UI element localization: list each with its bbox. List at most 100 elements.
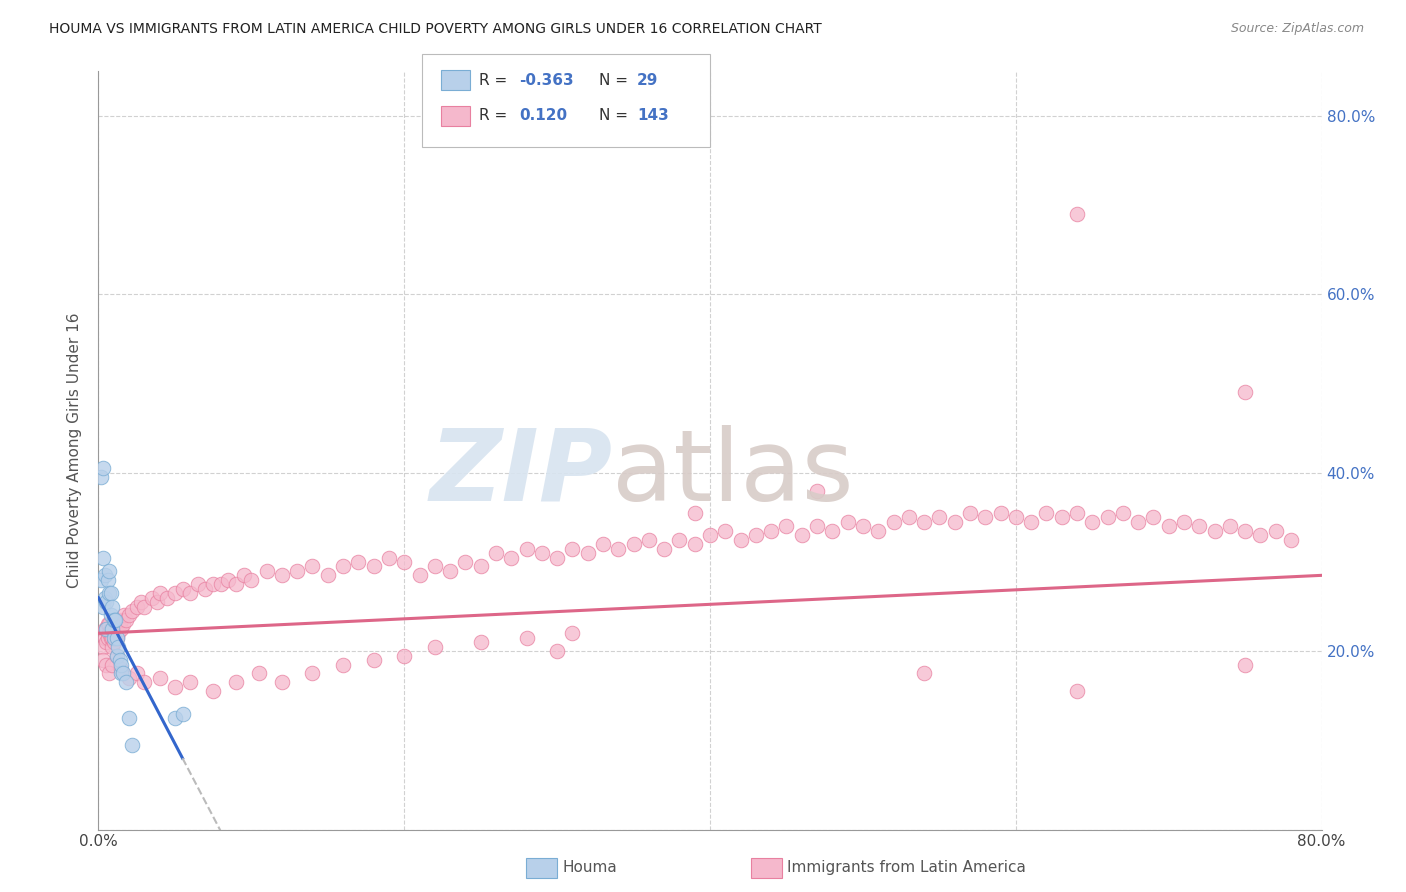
Point (1234, 524, 1257, 538)
Point (163, 711, 186, 725)
Point (105, 631, 128, 645)
Point (129, 595, 152, 609)
Point (134, 599, 156, 614)
Point (806, 519, 828, 533)
Point (1234, 385, 1257, 400)
Point (1234, 657, 1257, 672)
Point (101, 631, 124, 645)
Point (745, 528, 768, 542)
Point (103, 626, 125, 640)
Point (637, 533, 661, 547)
Point (125, 666, 148, 681)
Point (1157, 519, 1180, 533)
Point (1112, 506, 1135, 520)
Point (821, 524, 844, 538)
Point (285, 564, 308, 578)
Point (546, 644, 568, 658)
Point (111, 617, 134, 632)
Point (974, 510, 997, 524)
Point (194, 582, 217, 596)
Point (897, 510, 920, 524)
Point (423, 640, 446, 654)
Point (699, 528, 721, 542)
Point (516, 631, 538, 645)
Point (392, 648, 416, 663)
Point (668, 533, 690, 547)
Point (91, 550, 114, 565)
Point (90, 573, 112, 587)
Point (439, 564, 461, 578)
Text: HOUMA VS IMMIGRANTS FROM LATIN AMERICA CHILD POVERTY AMONG GIRLS UNDER 16 CORREL: HOUMA VS IMMIGRANTS FROM LATIN AMERICA C… (49, 22, 823, 37)
Point (103, 631, 125, 645)
Point (111, 666, 134, 681)
Point (91, 599, 114, 614)
Point (105, 648, 128, 663)
Point (91, 461, 114, 475)
Text: 143: 143 (637, 109, 669, 123)
Point (141, 591, 163, 605)
Point (1249, 528, 1271, 542)
Point (179, 675, 201, 690)
Point (225, 675, 247, 690)
Point (98, 666, 121, 681)
Point (94, 595, 117, 609)
Point (1173, 515, 1195, 529)
Text: Immigrants from Latin America: Immigrants from Latin America (787, 860, 1026, 874)
Point (1219, 519, 1241, 533)
Point (217, 573, 239, 587)
Point (530, 546, 553, 560)
Point (98, 617, 121, 632)
Point (97, 617, 120, 632)
Point (1019, 515, 1042, 529)
Point (347, 555, 370, 569)
Point (179, 586, 201, 600)
Point (104, 622, 127, 636)
Point (149, 586, 172, 600)
Point (363, 653, 385, 667)
Point (100, 631, 122, 645)
Point (121, 604, 143, 618)
Point (759, 524, 782, 538)
Point (202, 684, 225, 698)
Text: N =: N = (599, 109, 633, 123)
Point (100, 586, 122, 600)
Point (110, 613, 132, 627)
Point (270, 568, 292, 582)
Point (108, 617, 131, 632)
Point (806, 483, 828, 498)
Point (1204, 524, 1226, 538)
Point (1264, 524, 1286, 538)
Point (332, 559, 354, 574)
Point (118, 608, 141, 623)
Point (110, 666, 132, 681)
Point (101, 657, 124, 672)
Point (104, 613, 127, 627)
Point (91, 653, 114, 667)
Point (93, 631, 115, 645)
Point (240, 573, 263, 587)
Point (108, 653, 131, 667)
Point (623, 537, 645, 551)
Point (408, 568, 430, 582)
Point (98, 586, 121, 600)
Point (118, 711, 141, 725)
Point (107, 626, 129, 640)
Point (98, 626, 121, 640)
Text: Houma: Houma (562, 860, 617, 874)
Point (145, 595, 167, 609)
Point (1081, 515, 1104, 529)
Point (98, 564, 121, 578)
Point (485, 546, 508, 560)
Point (94, 635, 117, 649)
Point (112, 608, 135, 623)
Point (100, 622, 122, 636)
Point (1066, 684, 1088, 698)
Point (1035, 506, 1057, 520)
Point (561, 626, 583, 640)
Point (105, 648, 128, 663)
Point (501, 550, 523, 565)
Point (1066, 506, 1088, 520)
Point (423, 559, 446, 574)
Point (652, 541, 675, 556)
Point (115, 613, 138, 627)
